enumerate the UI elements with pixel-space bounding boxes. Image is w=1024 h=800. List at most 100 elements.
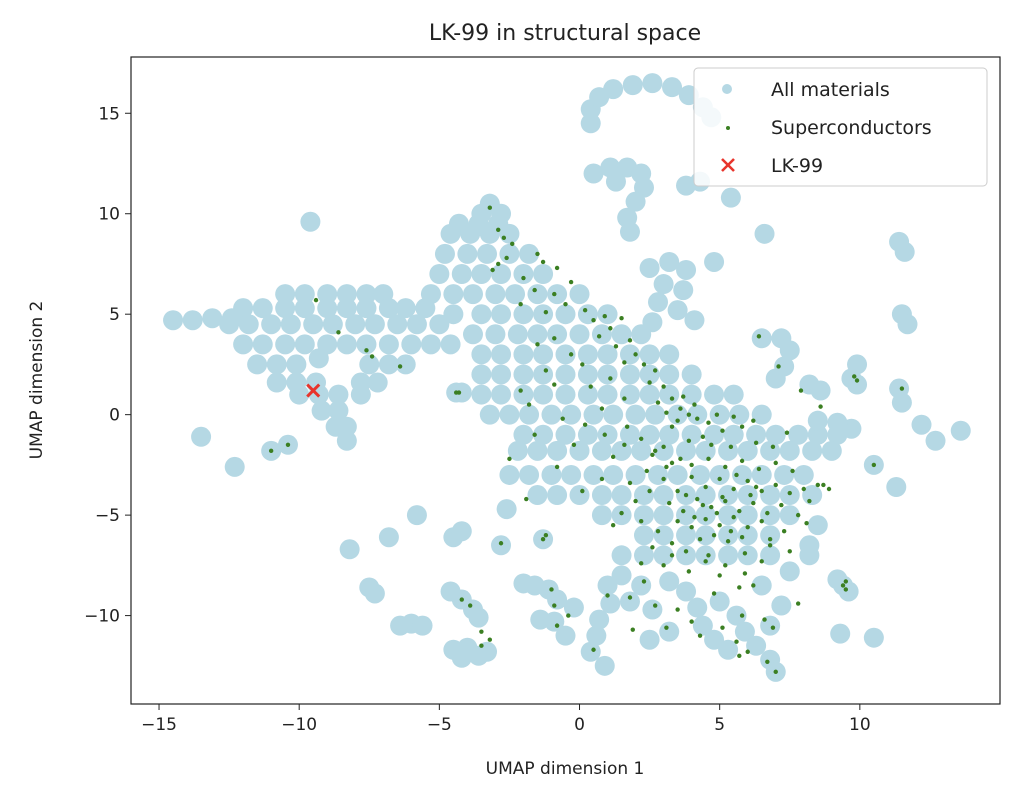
y-axis-label: UMAP dimension 2 (27, 301, 47, 460)
point-superconductors (588, 384, 593, 389)
point-superconductors (467, 603, 473, 608)
point-superconductors (624, 424, 630, 429)
point-all-materials (631, 440, 652, 461)
point-all-materials (300, 211, 321, 232)
point-all-materials (561, 404, 582, 425)
point-superconductors (622, 360, 627, 365)
point-all-materials (847, 374, 868, 395)
y-tick-label: 5 (109, 305, 120, 325)
point-superconductors (773, 669, 778, 675)
point-all-materials (294, 298, 315, 319)
point-all-materials (625, 191, 646, 212)
point-superconductors (703, 516, 708, 522)
point-superconductors (807, 498, 812, 504)
point-superconductors (487, 637, 493, 642)
point-superconductors (681, 394, 686, 399)
point-all-materials (577, 424, 598, 445)
point-all-materials (555, 424, 576, 445)
point-all-materials (704, 424, 725, 445)
point-all-materials (659, 251, 680, 272)
point-all-materials (704, 251, 725, 272)
point-all-materials (460, 223, 481, 244)
point-superconductors (689, 524, 694, 530)
point-superconductors (552, 291, 557, 297)
point-all-materials (555, 625, 576, 646)
point-superconductors (723, 498, 728, 504)
point-superconductors (675, 518, 680, 524)
legend: All materials Superconductors LK-99 (693, 67, 988, 187)
point-all-materials (527, 440, 548, 461)
point-superconductors (717, 476, 722, 482)
point-all-materials (690, 464, 711, 485)
point-superconductors (818, 404, 823, 409)
point-superconductors (765, 510, 770, 516)
point-all-materials (530, 609, 551, 630)
point-superconductors (686, 569, 692, 574)
point-superconductors (784, 430, 790, 435)
point-all-materials (462, 324, 483, 345)
point-all-materials (451, 264, 472, 285)
point-superconductors (599, 476, 605, 482)
point-superconductors (591, 318, 596, 323)
point-all-materials (440, 334, 461, 355)
point-all-materials (894, 241, 915, 262)
point-superconductors (675, 488, 680, 494)
point-all-materials (479, 404, 500, 425)
point-superconductors (728, 528, 734, 534)
legend-marker-lk99 (721, 158, 735, 172)
point-superconductors (737, 508, 742, 514)
point-superconductors (703, 484, 708, 490)
y-tick-label: −5 (95, 506, 120, 526)
point-all-materials (443, 284, 464, 305)
point-all-materials (499, 223, 520, 244)
point-all-materials (619, 221, 640, 242)
point-all-materials (695, 545, 716, 566)
point-all-materials (760, 545, 781, 566)
point-all-materials (513, 344, 534, 365)
point-all-materials (746, 635, 767, 656)
point-all-materials (163, 310, 184, 331)
point-all-materials (611, 440, 632, 461)
point-all-materials (597, 575, 618, 596)
point-superconductors (518, 388, 523, 393)
point-all-materials (807, 515, 828, 536)
point-superconductors (692, 514, 697, 520)
point-superconductors (731, 486, 736, 492)
point-all-materials (202, 308, 223, 329)
point-superconductors (602, 314, 607, 319)
point-all-materials (513, 424, 534, 445)
point-superconductors (745, 478, 750, 484)
point-all-materials (238, 314, 259, 335)
point-all-materials (659, 424, 680, 445)
point-superconductors (734, 472, 739, 478)
point-all-materials (625, 404, 646, 425)
point-all-materials (676, 545, 697, 566)
point-all-materials (802, 485, 823, 506)
point-superconductors (692, 402, 697, 407)
point-superconductors (840, 583, 846, 588)
point-superconductors (801, 486, 806, 492)
point-superconductors (728, 444, 734, 450)
point-all-materials (577, 364, 598, 385)
point-superconductors (773, 460, 778, 466)
point-superconductors (532, 432, 537, 437)
point-all-materials (507, 324, 528, 345)
point-all-materials (622, 75, 643, 96)
point-all-materials (774, 464, 795, 485)
point-all-materials (527, 324, 548, 345)
point-superconductors (669, 460, 675, 466)
point-all-materials (336, 430, 357, 451)
point-all-materials (451, 521, 472, 542)
point-all-materials (597, 424, 618, 445)
point-all-materials (605, 171, 626, 192)
point-all-materials (533, 344, 554, 365)
point-all-materials (653, 545, 674, 566)
point-superconductors (627, 338, 633, 343)
point-superconductors (742, 571, 748, 576)
x-tick-label: −10 (281, 715, 317, 735)
x-tick-label: 10 (849, 715, 871, 735)
point-superconductors (826, 486, 832, 492)
point-superconductors (608, 376, 613, 381)
point-all-materials (597, 304, 618, 325)
point-superconductors (507, 456, 512, 462)
